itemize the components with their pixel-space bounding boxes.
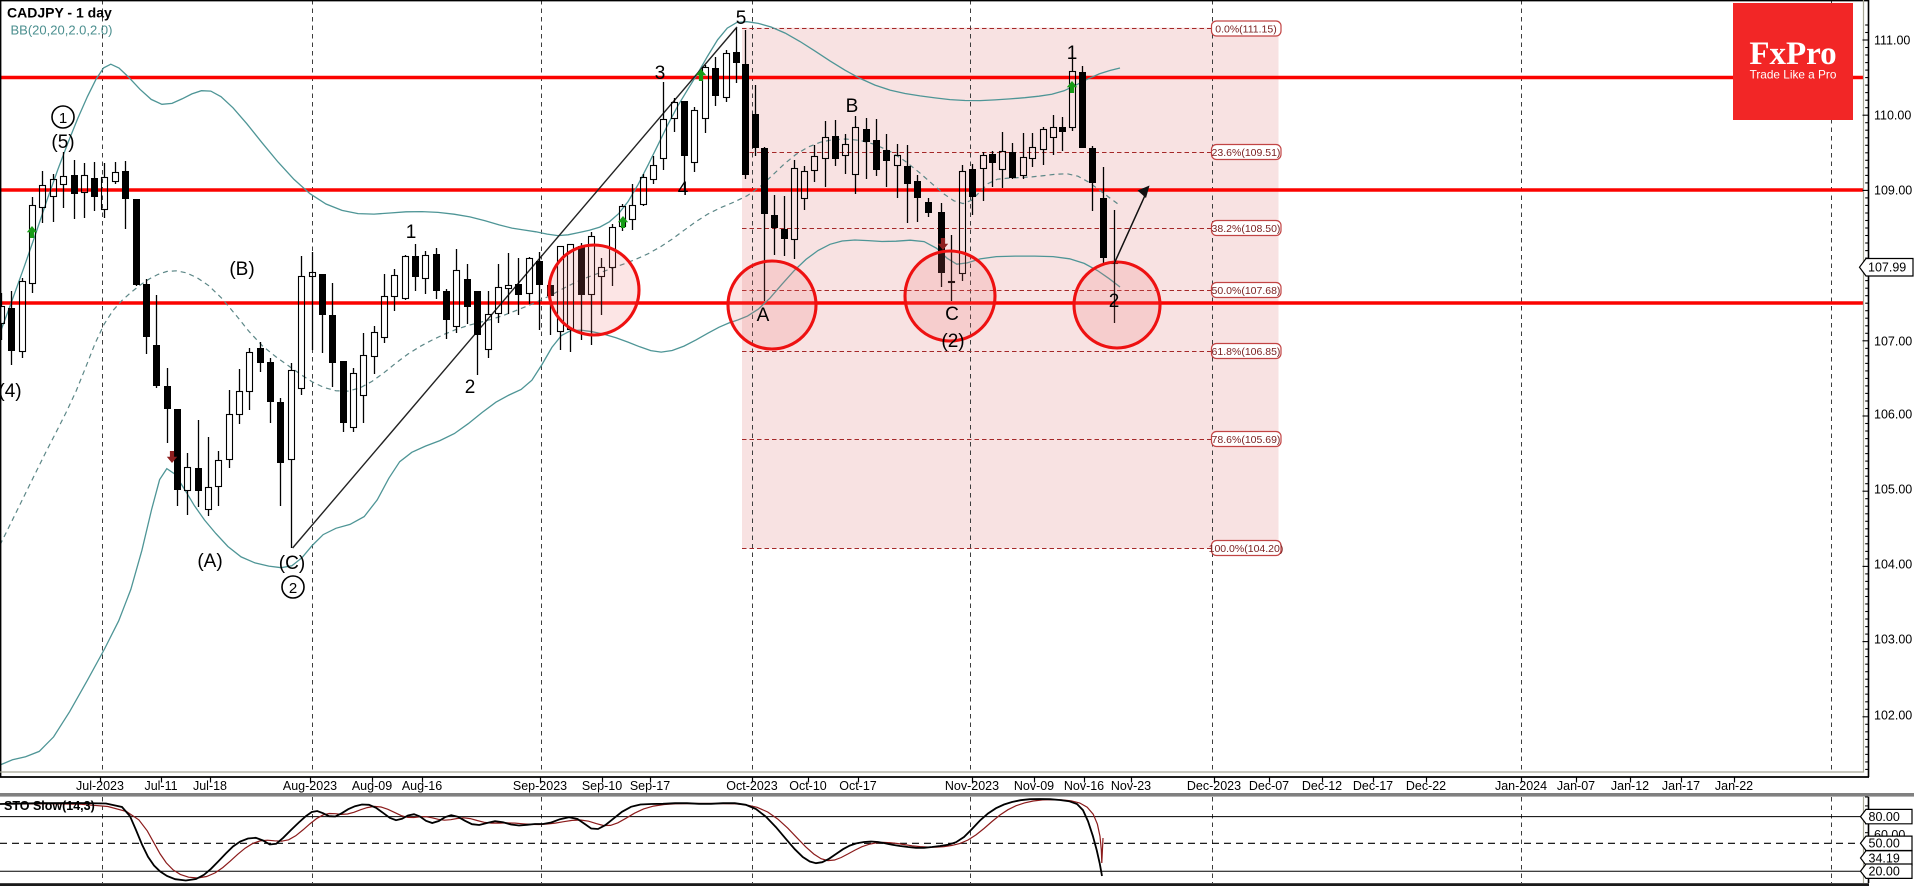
svg-text:Nov-2023: Nov-2023	[945, 779, 999, 793]
svg-text:Aug-09: Aug-09	[352, 779, 392, 793]
svg-text:Nov-23: Nov-23	[1111, 779, 1151, 793]
svg-text:Sep-17: Sep-17	[630, 779, 670, 793]
svg-text:Jan-07: Jan-07	[1557, 779, 1595, 793]
svg-text:Dec-07: Dec-07	[1249, 779, 1289, 793]
svg-text:110.00: 110.00	[1874, 109, 1911, 123]
svg-text:105.00: 105.00	[1874, 483, 1912, 497]
svg-text:34.19: 34.19	[1869, 851, 1900, 865]
svg-text:(C): (C)	[279, 553, 305, 574]
svg-text:(B): (B)	[229, 259, 254, 280]
svg-text:(2): (2)	[941, 331, 964, 352]
svg-text:Oct-10: Oct-10	[789, 779, 827, 793]
svg-text:20.00: 20.00	[1869, 865, 1900, 879]
svg-text:Nov-16: Nov-16	[1064, 779, 1104, 793]
svg-text:Oct-17: Oct-17	[839, 779, 877, 793]
svg-text:Dec-17: Dec-17	[1353, 779, 1393, 793]
svg-text:109.00: 109.00	[1874, 184, 1912, 198]
svg-text:A: A	[757, 305, 770, 326]
svg-text:61.8%(106.85): 61.8%(106.85)	[1212, 346, 1281, 358]
svg-text:Aug-2023: Aug-2023	[283, 779, 337, 793]
svg-text:0.0%(111.15): 0.0%(111.15)	[1215, 23, 1276, 35]
svg-text:(A): (A)	[197, 551, 222, 572]
svg-text:5: 5	[736, 8, 747, 29]
svg-text:80.00: 80.00	[1869, 810, 1900, 824]
svg-text:50.0%(107.68): 50.0%(107.68)	[1212, 285, 1281, 297]
svg-text:78.6%(105.69): 78.6%(105.69)	[1212, 434, 1281, 446]
svg-text:Sep-2023: Sep-2023	[513, 779, 567, 793]
svg-text:102.00: 102.00	[1874, 709, 1912, 723]
svg-text:104.00: 104.00	[1874, 558, 1912, 572]
svg-text:CADJPY - 1 day: CADJPY - 1 day	[7, 5, 112, 21]
svg-text:Jan-2024: Jan-2024	[1495, 779, 1547, 793]
svg-text:106.00: 106.00	[1874, 408, 1912, 422]
svg-text:100.0%(104.20): 100.0%(104.20)	[1209, 543, 1284, 555]
svg-text:50.00: 50.00	[1869, 837, 1900, 851]
svg-text:C: C	[945, 304, 959, 325]
svg-text:Jan-12: Jan-12	[1611, 779, 1649, 793]
svg-text:1: 1	[1067, 43, 1078, 64]
svg-text:(4): (4)	[0, 381, 22, 402]
svg-text:2: 2	[289, 580, 297, 597]
svg-text:Dec-12: Dec-12	[1302, 779, 1342, 793]
svg-text:38.2%(108.50): 38.2%(108.50)	[1212, 223, 1281, 235]
svg-text:2: 2	[465, 377, 476, 398]
svg-text:Dec-22: Dec-22	[1406, 779, 1446, 793]
svg-text:BB(20,20,2.0,2.0): BB(20,20,2.0,2.0)	[11, 23, 113, 38]
svg-text:Jul-11: Jul-11	[144, 779, 177, 793]
svg-text:Jul-2023: Jul-2023	[76, 779, 124, 793]
svg-text:Jul-18: Jul-18	[193, 779, 227, 793]
svg-text:Sep-10: Sep-10	[582, 779, 622, 793]
svg-text:23.6%(109.51): 23.6%(109.51)	[1212, 147, 1281, 159]
svg-text:Oct-2023: Oct-2023	[726, 779, 777, 793]
svg-text:B: B	[846, 96, 859, 117]
svg-text:3: 3	[655, 63, 666, 84]
svg-text:(5): (5)	[51, 132, 74, 153]
svg-text:Nov-09: Nov-09	[1014, 779, 1054, 793]
svg-text:STO Slow(14,3): STO Slow(14,3)	[4, 799, 95, 813]
svg-text:103.00: 103.00	[1874, 633, 1912, 647]
svg-text:Jan-22: Jan-22	[1715, 779, 1753, 793]
svg-text:Dec-2023: Dec-2023	[1187, 779, 1241, 793]
svg-text:2: 2	[1109, 291, 1120, 312]
svg-text:107.00: 107.00	[1874, 335, 1912, 349]
svg-text:FxPro: FxPro	[1749, 36, 1836, 72]
svg-text:Jan-17: Jan-17	[1662, 779, 1700, 793]
svg-text:111.00: 111.00	[1874, 34, 1910, 48]
svg-text:107.99: 107.99	[1868, 261, 1906, 275]
svg-text:Aug-16: Aug-16	[402, 779, 442, 793]
svg-text:1: 1	[59, 110, 67, 127]
svg-text:Trade Like a Pro: Trade Like a Pro	[1750, 68, 1837, 82]
svg-text:4: 4	[678, 179, 689, 200]
svg-text:1: 1	[406, 222, 417, 243]
